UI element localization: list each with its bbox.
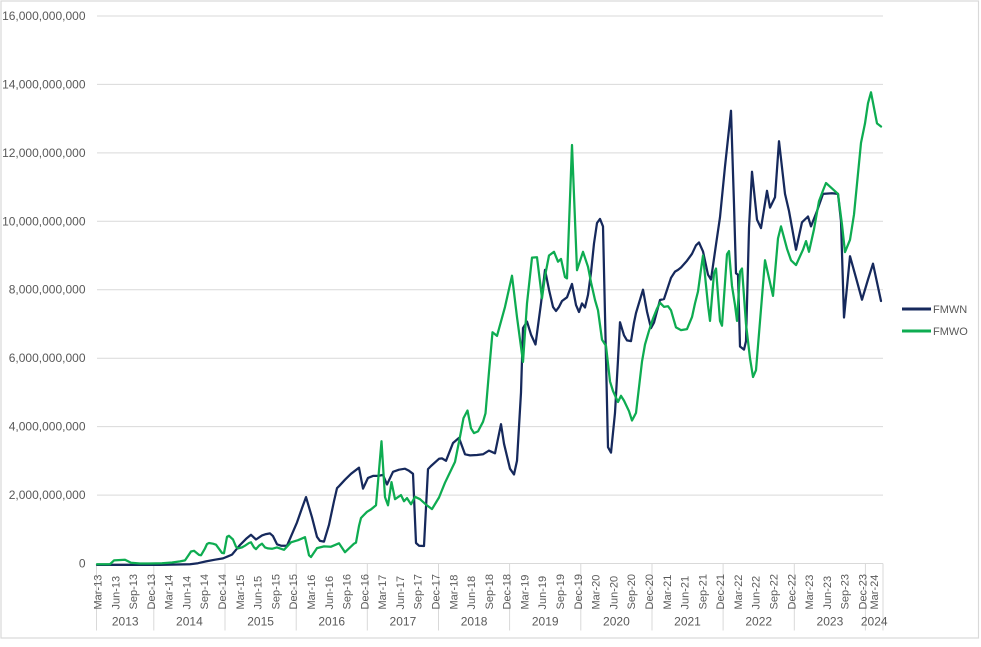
svg-text:Sep-17: Sep-17 [413,574,425,609]
svg-text:Jun-23: Jun-23 [822,576,834,610]
svg-text:Jun-13: Jun-13 [110,576,122,610]
svg-text:Dec-15: Dec-15 [288,574,300,609]
svg-text:Sep-18: Sep-18 [484,574,496,609]
svg-text:Sep-21: Sep-21 [697,574,709,609]
svg-text:Mar-23: Mar-23 [804,575,816,610]
svg-text:2022: 2022 [745,615,772,629]
svg-text:Dec-14: Dec-14 [217,574,229,609]
svg-text:Jun-15: Jun-15 [253,576,265,610]
svg-text:Sep-14: Sep-14 [199,574,211,609]
svg-text:Mar-13: Mar-13 [93,575,105,610]
svg-text:Mar-16: Mar-16 [306,575,318,610]
svg-text:Dec-22: Dec-22 [786,574,798,609]
svg-text:Jun-16: Jun-16 [324,576,336,610]
svg-text:Mar-14: Mar-14 [164,575,176,610]
svg-text:16,000,000,000: 16,000,000,000 [2,9,86,23]
svg-text:Sep-23: Sep-23 [840,574,852,609]
svg-text:Sep-16: Sep-16 [342,574,354,609]
svg-text:Jun-19: Jun-19 [537,576,549,610]
svg-text:Jun-22: Jun-22 [751,576,763,610]
svg-text:Dec-20: Dec-20 [644,574,656,609]
svg-text:Mar-24: Mar-24 [869,575,881,610]
svg-text:2017: 2017 [390,615,417,629]
svg-text:Jun-18: Jun-18 [466,576,478,610]
svg-text:Sep-20: Sep-20 [626,574,638,609]
svg-text:Jun-17: Jun-17 [395,576,407,610]
svg-text:Mar-19: Mar-19 [520,575,532,610]
svg-text:Dec-17: Dec-17 [431,574,443,609]
svg-text:Sep-19: Sep-19 [555,574,567,609]
svg-text:2021: 2021 [674,615,701,629]
svg-text:Dec-21: Dec-21 [715,574,727,609]
svg-text:Dec-23: Dec-23 [858,574,870,609]
svg-text:Dec-18: Dec-18 [502,574,514,609]
svg-text:Jun-14: Jun-14 [181,576,193,610]
svg-text:0: 0 [79,557,86,571]
svg-text:Mar-15: Mar-15 [235,575,247,610]
svg-text:2023: 2023 [817,615,844,629]
svg-text:Mar-18: Mar-18 [448,575,460,610]
svg-text:14,000,000,000: 14,000,000,000 [2,77,86,91]
svg-text:12,000,000,000: 12,000,000,000 [2,146,86,160]
svg-text:Mar-20: Mar-20 [591,575,603,610]
svg-text:2020: 2020 [603,615,630,629]
svg-text:Dec-13: Dec-13 [146,574,158,609]
svg-text:Mar-17: Mar-17 [377,575,389,610]
svg-text:2015: 2015 [247,615,274,629]
svg-text:2014: 2014 [176,615,203,629]
svg-text:Sep-15: Sep-15 [270,574,282,609]
svg-text:Jun-20: Jun-20 [608,576,620,610]
svg-text:Sep-13: Sep-13 [128,574,140,609]
svg-text:FMWO: FMWO [933,326,968,338]
svg-text:2016: 2016 [318,615,345,629]
svg-text:4,000,000,000: 4,000,000,000 [9,420,86,434]
svg-text:Sep-22: Sep-22 [769,574,781,609]
svg-text:Mar-22: Mar-22 [733,575,745,610]
svg-text:10,000,000,000: 10,000,000,000 [2,214,86,228]
svg-text:2024: 2024 [861,615,888,629]
svg-text:2019: 2019 [532,615,559,629]
svg-text:Mar-21: Mar-21 [662,575,674,610]
svg-text:FMWN: FMWN [933,304,967,316]
svg-text:2,000,000,000: 2,000,000,000 [9,488,86,502]
svg-text:2018: 2018 [461,615,488,629]
svg-text:Dec-19: Dec-19 [573,574,585,609]
svg-text:6,000,000,000: 6,000,000,000 [9,351,86,365]
svg-text:2013: 2013 [112,615,139,629]
svg-text:Dec-16: Dec-16 [359,574,371,609]
svg-text:8,000,000,000: 8,000,000,000 [9,283,86,297]
svg-text:Jun-21: Jun-21 [680,576,692,610]
